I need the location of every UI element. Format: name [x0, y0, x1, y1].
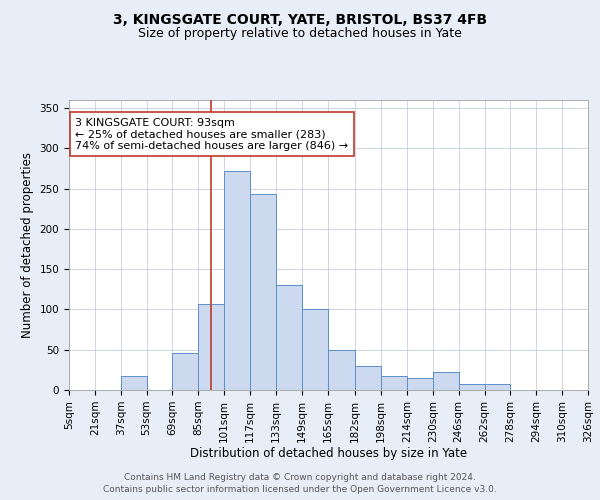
Bar: [458, 384, 485, 390]
Bar: [485, 384, 511, 390]
Bar: [276, 286, 302, 390]
Text: Contains HM Land Registry data © Crown copyright and database right 2024.: Contains HM Land Registry data © Crown c…: [124, 472, 476, 482]
Bar: [172, 353, 199, 390]
Text: 3 KINGSGATE COURT: 93sqm
← 25% of detached houses are smaller (283)
74% of semi-: 3 KINGSGATE COURT: 93sqm ← 25% of detach…: [76, 118, 349, 151]
Bar: [302, 310, 328, 390]
Bar: [224, 171, 250, 390]
Bar: [355, 366, 381, 390]
Text: Contains public sector information licensed under the Open Government Licence v3: Contains public sector information licen…: [103, 485, 497, 494]
Bar: [121, 376, 146, 390]
Y-axis label: Number of detached properties: Number of detached properties: [21, 152, 34, 338]
Bar: [433, 372, 458, 390]
Bar: [250, 194, 276, 390]
Bar: [407, 378, 433, 390]
Bar: [199, 304, 224, 390]
X-axis label: Distribution of detached houses by size in Yate: Distribution of detached houses by size …: [190, 448, 467, 460]
Text: Size of property relative to detached houses in Yate: Size of property relative to detached ho…: [138, 28, 462, 40]
Bar: [328, 350, 355, 390]
Text: 3, KINGSGATE COURT, YATE, BRISTOL, BS37 4FB: 3, KINGSGATE COURT, YATE, BRISTOL, BS37 …: [113, 12, 487, 26]
Bar: [381, 376, 407, 390]
